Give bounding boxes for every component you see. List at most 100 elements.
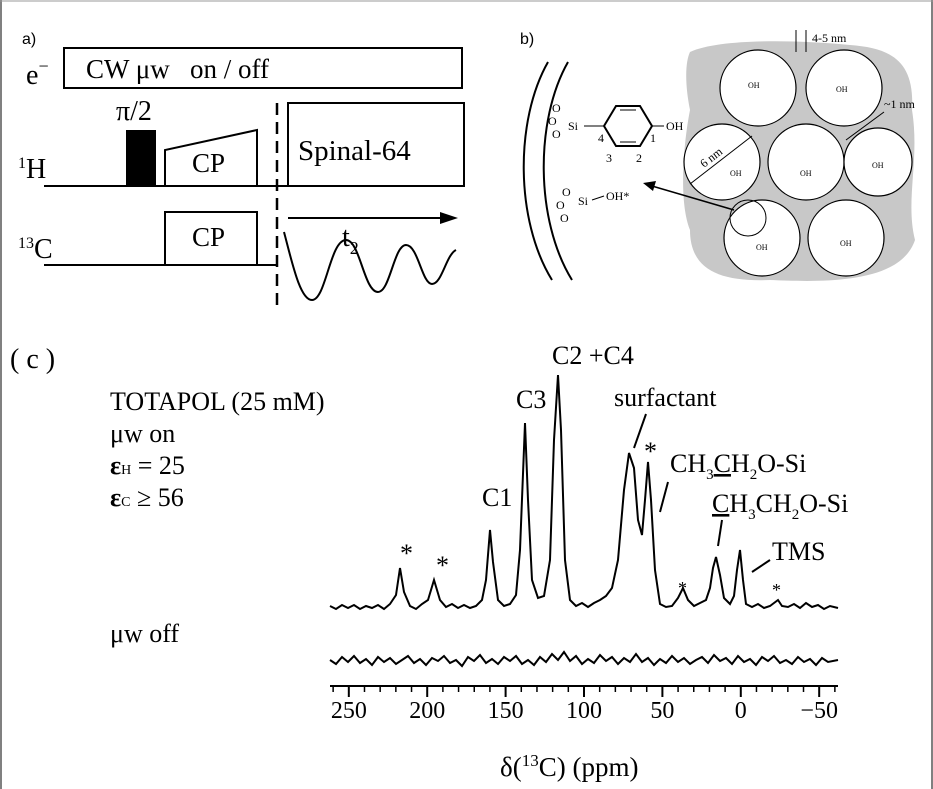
x-tick-label: 150: [488, 698, 524, 724]
atom: OH: [666, 119, 684, 133]
sideband: *: [436, 551, 449, 580]
cp-label: CP: [192, 222, 225, 252]
sub: H: [121, 463, 131, 478]
oh: OH: [840, 239, 852, 248]
wall-arc: [544, 62, 572, 280]
leader: [718, 520, 722, 546]
oh: OH: [748, 81, 760, 90]
x-tick-label: −50: [800, 698, 838, 724]
wall-arc: [524, 62, 552, 280]
atom: Si: [578, 194, 589, 208]
oh: OH: [756, 243, 768, 252]
pi2-pulse: [126, 130, 156, 186]
leader: [660, 482, 668, 512]
text: H: [26, 154, 46, 185]
position: 1: [650, 131, 656, 145]
sideband: *: [678, 578, 687, 598]
oh: OH: [836, 85, 848, 94]
sub: 3: [706, 467, 714, 483]
eps-c: εC ≥ 56: [110, 483, 184, 512]
panel-label: ( c ): [10, 344, 55, 375]
sideband: *: [772, 580, 781, 600]
pore: [808, 200, 884, 276]
figure: a) e− CW μw on / off π/2 1H CP Spinal-64…: [0, 0, 933, 789]
fid: [284, 232, 456, 300]
leader: [752, 560, 770, 572]
x-tick-label: 250: [331, 698, 367, 724]
sub: 3: [748, 507, 756, 523]
position: 4: [598, 131, 604, 145]
cw-label: CW μw on / off: [86, 54, 269, 84]
text: = 25: [131, 451, 185, 480]
pulse-label: π/2: [116, 96, 152, 127]
text: C) (ppm): [539, 752, 639, 782]
text: ≥ 56: [130, 483, 183, 512]
h-channel: 1H: [18, 154, 46, 185]
seg: C: [712, 489, 729, 518]
atom: O: [552, 127, 561, 141]
sup: −: [38, 56, 48, 76]
atom: O: [548, 114, 557, 128]
text: C: [34, 234, 53, 265]
peak-label: C1: [482, 483, 512, 512]
atom: O: [562, 185, 571, 199]
seg: H: [731, 449, 750, 478]
sup: 13: [522, 751, 539, 770]
seg: O-Si: [799, 489, 848, 518]
position: 3: [606, 151, 612, 165]
atom: O: [556, 198, 565, 212]
x-tick-label: 0: [735, 698, 747, 724]
oh: OH: [872, 161, 884, 170]
spectrum-off: [330, 652, 838, 666]
mw-off: μw off: [110, 619, 179, 648]
axis-label: δ(13C) (ppm): [500, 751, 638, 782]
cp-label: CP: [192, 148, 225, 178]
sub: 2: [792, 507, 800, 523]
atom: O: [552, 101, 561, 115]
pore: [724, 200, 800, 276]
electron-label: e−: [26, 56, 49, 91]
text: δ(: [500, 752, 522, 782]
pore: [684, 124, 760, 200]
peak-labels: C1 C3 C2 +C4 surfactant CH3CH2O-Si CH3CH…: [400, 341, 848, 600]
seg: CH: [756, 489, 792, 518]
spacing: ~1 nm: [884, 97, 915, 111]
wall-thickness: 4-5 nm: [812, 31, 847, 45]
atom: O: [560, 211, 569, 225]
conditions: TOTAPOL (25 mM) μw on εH = 25 εC ≥ 56 μw…: [110, 387, 325, 648]
arrowhead: [440, 212, 458, 224]
peak-label: C3: [516, 385, 546, 414]
eps-h: εH = 25: [110, 451, 185, 480]
seg: H: [729, 489, 748, 518]
agent: TOTAPOL (25 mM): [110, 387, 325, 416]
ring: [604, 106, 652, 146]
sup: 1: [18, 155, 26, 172]
peak-label: CH3CH2O-Si: [712, 489, 848, 523]
symbol: ε: [110, 451, 121, 480]
x-tick-label: 200: [409, 698, 445, 724]
panel-label: b): [520, 31, 534, 48]
sub: 2: [750, 467, 758, 483]
x-tick-label: 50: [650, 698, 674, 724]
atom: OH*: [606, 189, 629, 203]
peak-label: CH3CH2O-Si: [670, 449, 806, 483]
oh: OH: [730, 169, 742, 178]
seg: O-Si: [757, 449, 806, 478]
sideband: *: [644, 437, 657, 466]
bond: [592, 196, 604, 200]
sideband: *: [400, 539, 413, 568]
arrowhead: [643, 181, 656, 191]
position: 2: [636, 151, 642, 165]
decoupling-label: Spinal-64: [298, 135, 411, 167]
symbol: ε: [110, 483, 121, 512]
atom: Si: [568, 119, 579, 133]
peak-label: TMS: [772, 537, 825, 566]
pore: [768, 124, 844, 200]
molecule: O O O Si OH 4 1 3 2 O O O Si OH*: [548, 101, 684, 225]
seg: C: [714, 449, 731, 478]
peak-label: C2 +C4: [552, 341, 634, 370]
peak-label: surfactant: [614, 383, 717, 412]
oh: OH: [800, 169, 812, 178]
sub: C: [121, 495, 130, 510]
